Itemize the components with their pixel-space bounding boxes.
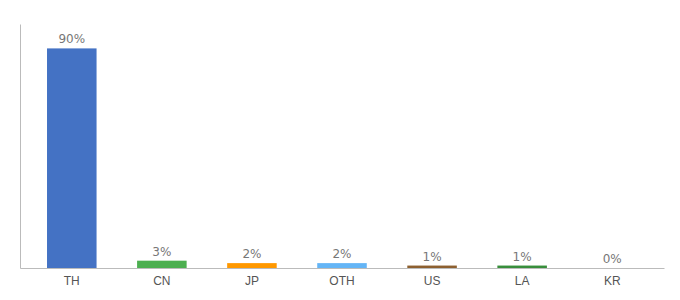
x-axis-line bbox=[21, 268, 665, 269]
x-tick: OTH bbox=[329, 274, 354, 288]
bars bbox=[47, 48, 547, 268]
x-tick: CN bbox=[153, 274, 170, 288]
x-tick: KR bbox=[604, 274, 621, 288]
data-labels: 90% 3% 2% 2% 1% 1% 0% bbox=[58, 32, 621, 266]
chart: TH CN JP OTH US LA KR 90% 3% 2% 2% 1% 1% 0% bbox=[0, 0, 680, 300]
bar bbox=[497, 266, 547, 268]
bar bbox=[317, 263, 367, 268]
x-tick: JP bbox=[245, 274, 259, 288]
data-label: 90% bbox=[58, 32, 85, 46]
y-axis bbox=[20, 25, 21, 269]
data-label: 2% bbox=[242, 247, 261, 261]
x-tick-label: TH bbox=[64, 274, 80, 288]
data-label: 0% bbox=[603, 252, 622, 266]
x-tick-label: US bbox=[424, 274, 441, 288]
data-label: 1% bbox=[423, 250, 442, 264]
x-tick-label: OTH bbox=[329, 274, 354, 288]
x-tick-label: KR bbox=[604, 274, 621, 288]
data-label: 2% bbox=[332, 247, 351, 261]
x-tick-label: JP bbox=[245, 274, 259, 288]
x-tick-label: CN bbox=[153, 274, 170, 288]
plot: TH CN JP OTH US LA KR 90% 3% 2% 2% 1% 1% 0% bbox=[21, 25, 665, 288]
x-axis: TH CN JP OTH US LA KR bbox=[21, 269, 665, 288]
x-tick: TH bbox=[64, 274, 80, 288]
data-label: 3% bbox=[152, 245, 171, 259]
bar bbox=[137, 261, 187, 268]
x-tick-label: LA bbox=[515, 274, 530, 288]
bar bbox=[47, 48, 97, 268]
data-label: 1% bbox=[513, 250, 532, 264]
bar bbox=[587, 268, 637, 269]
x-tick: LA bbox=[515, 274, 530, 288]
bar bbox=[407, 266, 457, 268]
bar bbox=[227, 263, 277, 268]
x-tick: US bbox=[424, 274, 441, 288]
y-axis-line bbox=[20, 25, 21, 269]
